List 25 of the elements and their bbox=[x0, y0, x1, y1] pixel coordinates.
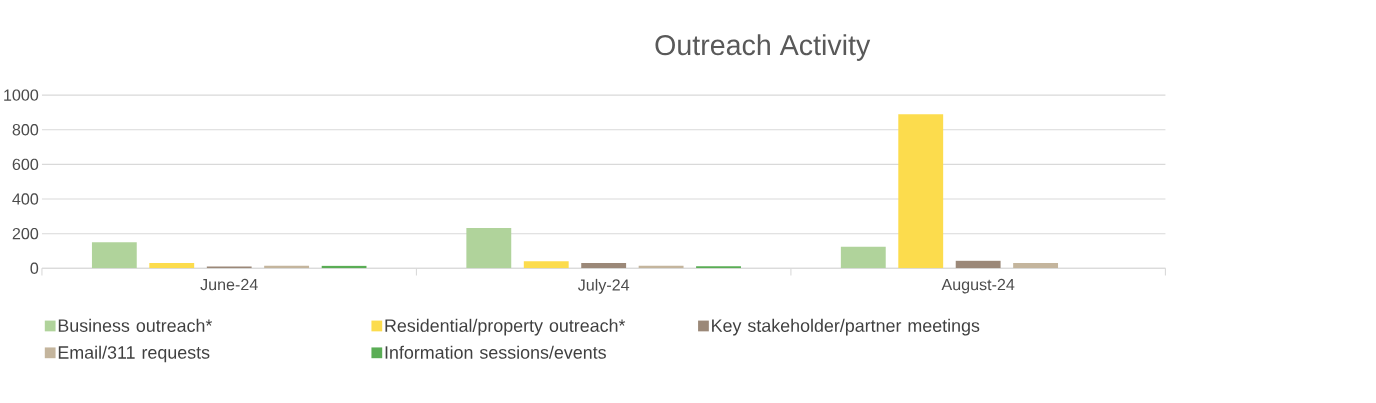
legend-label: Information sessions/events bbox=[385, 345, 606, 359]
legend-label: Key stakeholder/partner meetings bbox=[712, 318, 980, 336]
legend-label: Business outreach* bbox=[58, 318, 213, 332]
chart-title: Outreach Activity bbox=[655, 34, 871, 61]
bar bbox=[955, 260, 1001, 269]
x-tick-label: August-24 bbox=[941, 278, 1015, 294]
bar bbox=[898, 114, 944, 269]
bar bbox=[696, 266, 741, 269]
y-tick-label: 800 bbox=[12, 124, 39, 136]
x-tick-label: July-24 bbox=[577, 278, 630, 294]
x-tick-label: June-24 bbox=[200, 278, 258, 291]
bar bbox=[1013, 262, 1059, 269]
legend-label: Email/311 requests bbox=[58, 345, 210, 363]
bar bbox=[149, 262, 195, 269]
y-tick-label: 0 bbox=[30, 262, 39, 275]
legend-label: Residential/property outreach* bbox=[385, 318, 626, 336]
bar bbox=[581, 262, 627, 269]
y-tick-label: 200 bbox=[12, 228, 39, 240]
bar bbox=[523, 261, 569, 269]
bar bbox=[91, 242, 137, 269]
bar bbox=[840, 246, 886, 269]
y-tick-label: 1000 bbox=[4, 89, 39, 101]
bar bbox=[466, 228, 512, 269]
y-tick-label: 600 bbox=[12, 158, 39, 171]
y-tick-label: 400 bbox=[12, 193, 39, 205]
